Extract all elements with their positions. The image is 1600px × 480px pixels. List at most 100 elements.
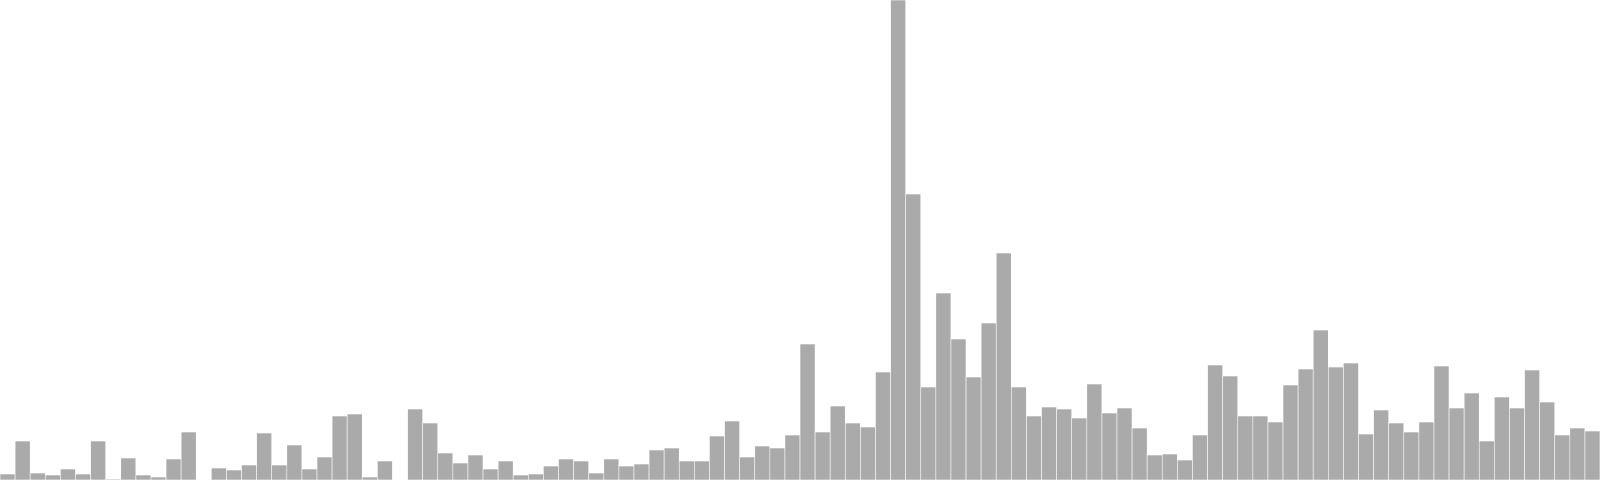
bar-70	[1056, 408, 1072, 480]
bar-66	[995, 252, 1012, 480]
bar-32	[482, 468, 499, 480]
bar-50	[754, 445, 771, 480]
bar-91	[1373, 409, 1389, 480]
bar-86	[1297, 368, 1314, 480]
bar-103	[1554, 434, 1571, 480]
bar-94	[1418, 421, 1435, 480]
bar-104	[1569, 427, 1586, 480]
bar-38	[573, 460, 589, 480]
bar-105	[1584, 430, 1600, 480]
bar-14	[211, 467, 227, 480]
bar-61	[920, 386, 937, 480]
bar-77	[1161, 453, 1178, 480]
bar-33	[497, 460, 514, 480]
bar-37	[558, 458, 574, 480]
bar-51	[769, 447, 786, 480]
bar-20	[301, 468, 318, 480]
bar-58	[875, 371, 891, 480]
bar-39	[588, 472, 605, 480]
bar-79	[1192, 434, 1208, 480]
bar-48	[724, 420, 740, 480]
bar-64	[965, 376, 982, 480]
bar-16	[241, 464, 257, 480]
bar-3	[44, 474, 61, 480]
bar-29	[437, 452, 454, 480]
bar-44	[663, 447, 680, 480]
bar-35	[527, 473, 544, 480]
bar-98	[1478, 440, 1495, 480]
bar-74	[1116, 407, 1133, 480]
bar-9	[135, 474, 152, 480]
bar-28	[422, 422, 439, 480]
bar-49	[739, 456, 756, 480]
bar-52	[784, 434, 801, 480]
bar-100	[1509, 407, 1525, 480]
bar-42	[633, 463, 650, 480]
bar-89	[1343, 362, 1359, 480]
bar-23	[346, 413, 363, 480]
bar-62	[935, 292, 952, 480]
bar-55	[829, 405, 846, 480]
bar-82	[1237, 415, 1254, 480]
bar-84	[1267, 421, 1284, 480]
bar-21	[316, 456, 333, 480]
bar-96	[1448, 407, 1465, 480]
bar-5	[75, 473, 91, 480]
bar-92	[1388, 422, 1405, 480]
bar-93	[1403, 431, 1420, 480]
bar-11	[165, 458, 182, 480]
bar-6	[90, 440, 106, 480]
bar-54	[814, 431, 831, 480]
bar-2	[29, 472, 46, 480]
bar-73	[1101, 412, 1118, 480]
bar-81	[1222, 375, 1239, 480]
bar-95	[1433, 365, 1450, 480]
bar-67	[1011, 386, 1027, 480]
bar-43	[648, 449, 665, 480]
bar-19	[286, 444, 303, 480]
bar-69	[1041, 406, 1057, 480]
bar-75	[1131, 427, 1148, 480]
bar-57	[860, 426, 876, 480]
bar-90	[1358, 433, 1374, 480]
bar-80	[1207, 364, 1223, 480]
bar-83	[1252, 415, 1269, 480]
bar-65	[980, 322, 997, 480]
bar-59	[890, 0, 906, 480]
bar-63	[950, 338, 967, 480]
bar-45	[678, 460, 695, 480]
bar-87	[1312, 329, 1329, 480]
bar-8	[120, 457, 137, 480]
bar-22	[331, 415, 348, 480]
bar-41	[618, 465, 635, 480]
bar-0	[0, 473, 16, 480]
bar-34	[512, 474, 529, 480]
bar-85	[1282, 384, 1299, 480]
bar-4	[60, 468, 76, 480]
bar-15	[226, 469, 242, 480]
bar-101	[1524, 369, 1540, 480]
bar-99	[1494, 396, 1510, 480]
bar-53	[799, 343, 816, 480]
bar-1	[14, 440, 31, 480]
bar-56	[844, 422, 861, 480]
bar-60	[905, 193, 922, 480]
bar-88	[1328, 366, 1344, 480]
bar-12	[180, 431, 197, 480]
bar-18	[271, 464, 288, 480]
bar-72	[1086, 383, 1103, 480]
bar-27	[407, 408, 423, 480]
bar-40	[603, 458, 620, 480]
bar-25	[377, 460, 393, 480]
bar-31	[467, 454, 484, 480]
bar-36	[543, 465, 559, 480]
bar-30	[452, 462, 469, 480]
bar-78	[1177, 459, 1193, 480]
bar-102	[1539, 401, 1556, 480]
bar-76	[1146, 454, 1163, 480]
bar-97	[1463, 392, 1480, 480]
bar-71	[1071, 417, 1088, 480]
bar-68	[1026, 415, 1042, 480]
